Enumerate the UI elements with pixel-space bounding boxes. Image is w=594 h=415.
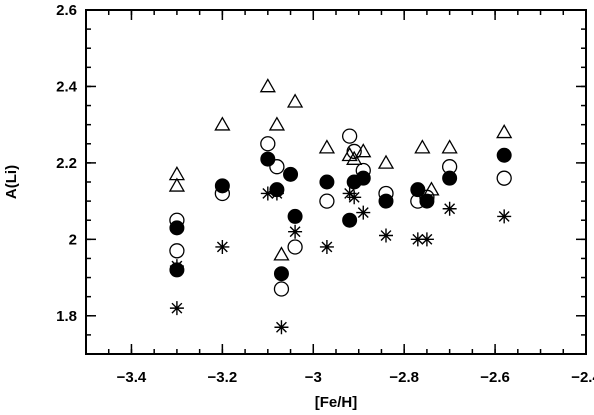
point-open-circle bbox=[341, 128, 358, 144]
point-asterisk bbox=[169, 259, 184, 274]
point-triangle bbox=[377, 154, 395, 169]
point-open-circle bbox=[319, 193, 335, 209]
x-tick-label: −3 bbox=[305, 369, 322, 386]
point-open-circle bbox=[169, 243, 185, 259]
x-tick-label: −2.6 bbox=[480, 369, 510, 386]
point-asterisk bbox=[419, 232, 434, 247]
y-tick-label: 2.2 bbox=[56, 155, 77, 172]
point-asterisk bbox=[215, 239, 230, 254]
point-triangle bbox=[355, 143, 372, 158]
x-tick-label: −3.4 bbox=[117, 369, 147, 386]
point-open-circle bbox=[346, 143, 362, 160]
axis-ticks bbox=[85, 9, 587, 355]
point-triangle bbox=[441, 139, 458, 154]
point-filled-circle bbox=[378, 193, 394, 209]
point-triangle bbox=[423, 181, 440, 196]
point-triangle bbox=[273, 246, 290, 261]
point-asterisk bbox=[319, 239, 334, 254]
point-asterisk bbox=[169, 301, 184, 316]
point-open-circle bbox=[496, 170, 512, 186]
point-filled-circle bbox=[442, 170, 458, 186]
point-triangle bbox=[168, 177, 186, 192]
y-tick-label: 2 bbox=[69, 231, 77, 248]
point-open-circle bbox=[260, 136, 276, 152]
x-axis-label: [Fe/H] bbox=[315, 394, 358, 411]
point-filled-circle bbox=[419, 193, 435, 209]
point-open-circle bbox=[269, 159, 285, 175]
point-asterisk bbox=[347, 190, 362, 205]
y-tick-label: 2.4 bbox=[56, 78, 78, 95]
point-triangle bbox=[268, 116, 286, 131]
point-asterisk bbox=[269, 186, 284, 201]
point-asterisk bbox=[410, 232, 425, 247]
point-asterisk bbox=[260, 186, 275, 201]
point-filled-circle bbox=[260, 151, 276, 167]
point-triangle bbox=[496, 124, 513, 139]
tick-labels: −3.4 −3.2 −3 −2.8 −2.6 −2.4 1.8 2 2.2 2.4 2.6 bbox=[56, 2, 594, 386]
point-filled-circle bbox=[283, 166, 299, 182]
y-tick-label: 2.6 bbox=[56, 2, 77, 19]
x-tick-label: −2.4 bbox=[571, 369, 594, 386]
point-filled-circle bbox=[169, 220, 185, 236]
point-asterisk bbox=[442, 201, 457, 216]
point-asterisk bbox=[288, 224, 303, 239]
point-asterisk bbox=[356, 205, 371, 220]
y-axis-label: A(Li) bbox=[3, 165, 20, 199]
point-triangle bbox=[286, 93, 304, 108]
y-tick-label: 1.8 bbox=[56, 308, 77, 325]
point-filled-circle bbox=[319, 174, 335, 190]
point-open-circle bbox=[287, 239, 303, 255]
point-open-circle bbox=[273, 281, 290, 297]
point-triangle bbox=[259, 78, 276, 93]
point-filled-circle bbox=[273, 266, 289, 282]
point-triangle bbox=[414, 139, 431, 154]
point-triangle bbox=[214, 116, 231, 131]
point-triangle bbox=[318, 139, 336, 154]
point-asterisk bbox=[497, 209, 512, 224]
point-filled-circle bbox=[496, 147, 512, 163]
point-filled-circle bbox=[342, 212, 358, 228]
plot-frame bbox=[85, 9, 587, 355]
point-filled-circle bbox=[214, 178, 230, 194]
point-filled-circle bbox=[355, 170, 371, 186]
point-asterisk bbox=[379, 228, 393, 243]
x-tick-label: −2.8 bbox=[389, 369, 419, 386]
point-asterisk bbox=[274, 320, 289, 335]
point-filled-circle bbox=[287, 208, 303, 224]
point-filled-circle bbox=[410, 182, 426, 198]
data-points bbox=[168, 78, 513, 335]
x-tick-label: −3.2 bbox=[208, 369, 238, 386]
